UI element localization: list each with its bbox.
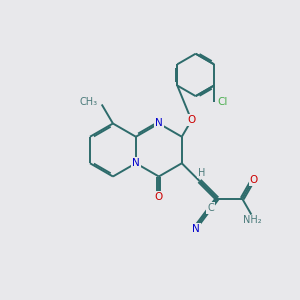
- Text: H: H: [198, 168, 206, 178]
- Text: N: N: [132, 158, 140, 168]
- Text: NH₂: NH₂: [244, 215, 262, 225]
- Text: O: O: [155, 192, 163, 202]
- Text: C: C: [207, 203, 214, 213]
- Text: O: O: [250, 176, 258, 185]
- Text: Cl: Cl: [217, 97, 227, 107]
- Text: N: N: [155, 118, 163, 128]
- Text: CH₃: CH₃: [79, 97, 97, 107]
- Text: N: N: [192, 224, 200, 234]
- Text: O: O: [188, 115, 196, 125]
